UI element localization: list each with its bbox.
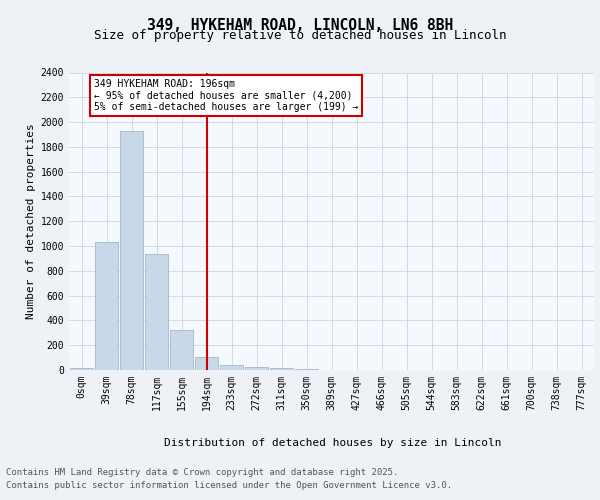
Bar: [295, 369, 318, 370]
Bar: [170, 330, 193, 370]
Text: Contains HM Land Registry data © Crown copyright and database right 2025.: Contains HM Land Registry data © Crown c…: [6, 468, 398, 477]
Bar: [145, 254, 168, 370]
Bar: [120, 131, 143, 370]
Bar: [245, 367, 268, 370]
Text: 349, HYKEHAM ROAD, LINCOLN, LN6 8BH: 349, HYKEHAM ROAD, LINCOLN, LN6 8BH: [147, 18, 453, 32]
Bar: [95, 242, 118, 370]
Bar: [70, 368, 93, 370]
Bar: [270, 368, 293, 370]
Y-axis label: Number of detached properties: Number of detached properties: [26, 124, 37, 319]
Text: Distribution of detached houses by size in Lincoln: Distribution of detached houses by size …: [164, 438, 502, 448]
Text: Contains public sector information licensed under the Open Government Licence v3: Contains public sector information licen…: [6, 480, 452, 490]
Bar: [195, 357, 218, 370]
Bar: [220, 365, 243, 370]
Text: Size of property relative to detached houses in Lincoln: Size of property relative to detached ho…: [94, 29, 506, 42]
Text: 349 HYKEHAM ROAD: 196sqm
← 95% of detached houses are smaller (4,200)
5% of semi: 349 HYKEHAM ROAD: 196sqm ← 95% of detach…: [94, 78, 358, 112]
